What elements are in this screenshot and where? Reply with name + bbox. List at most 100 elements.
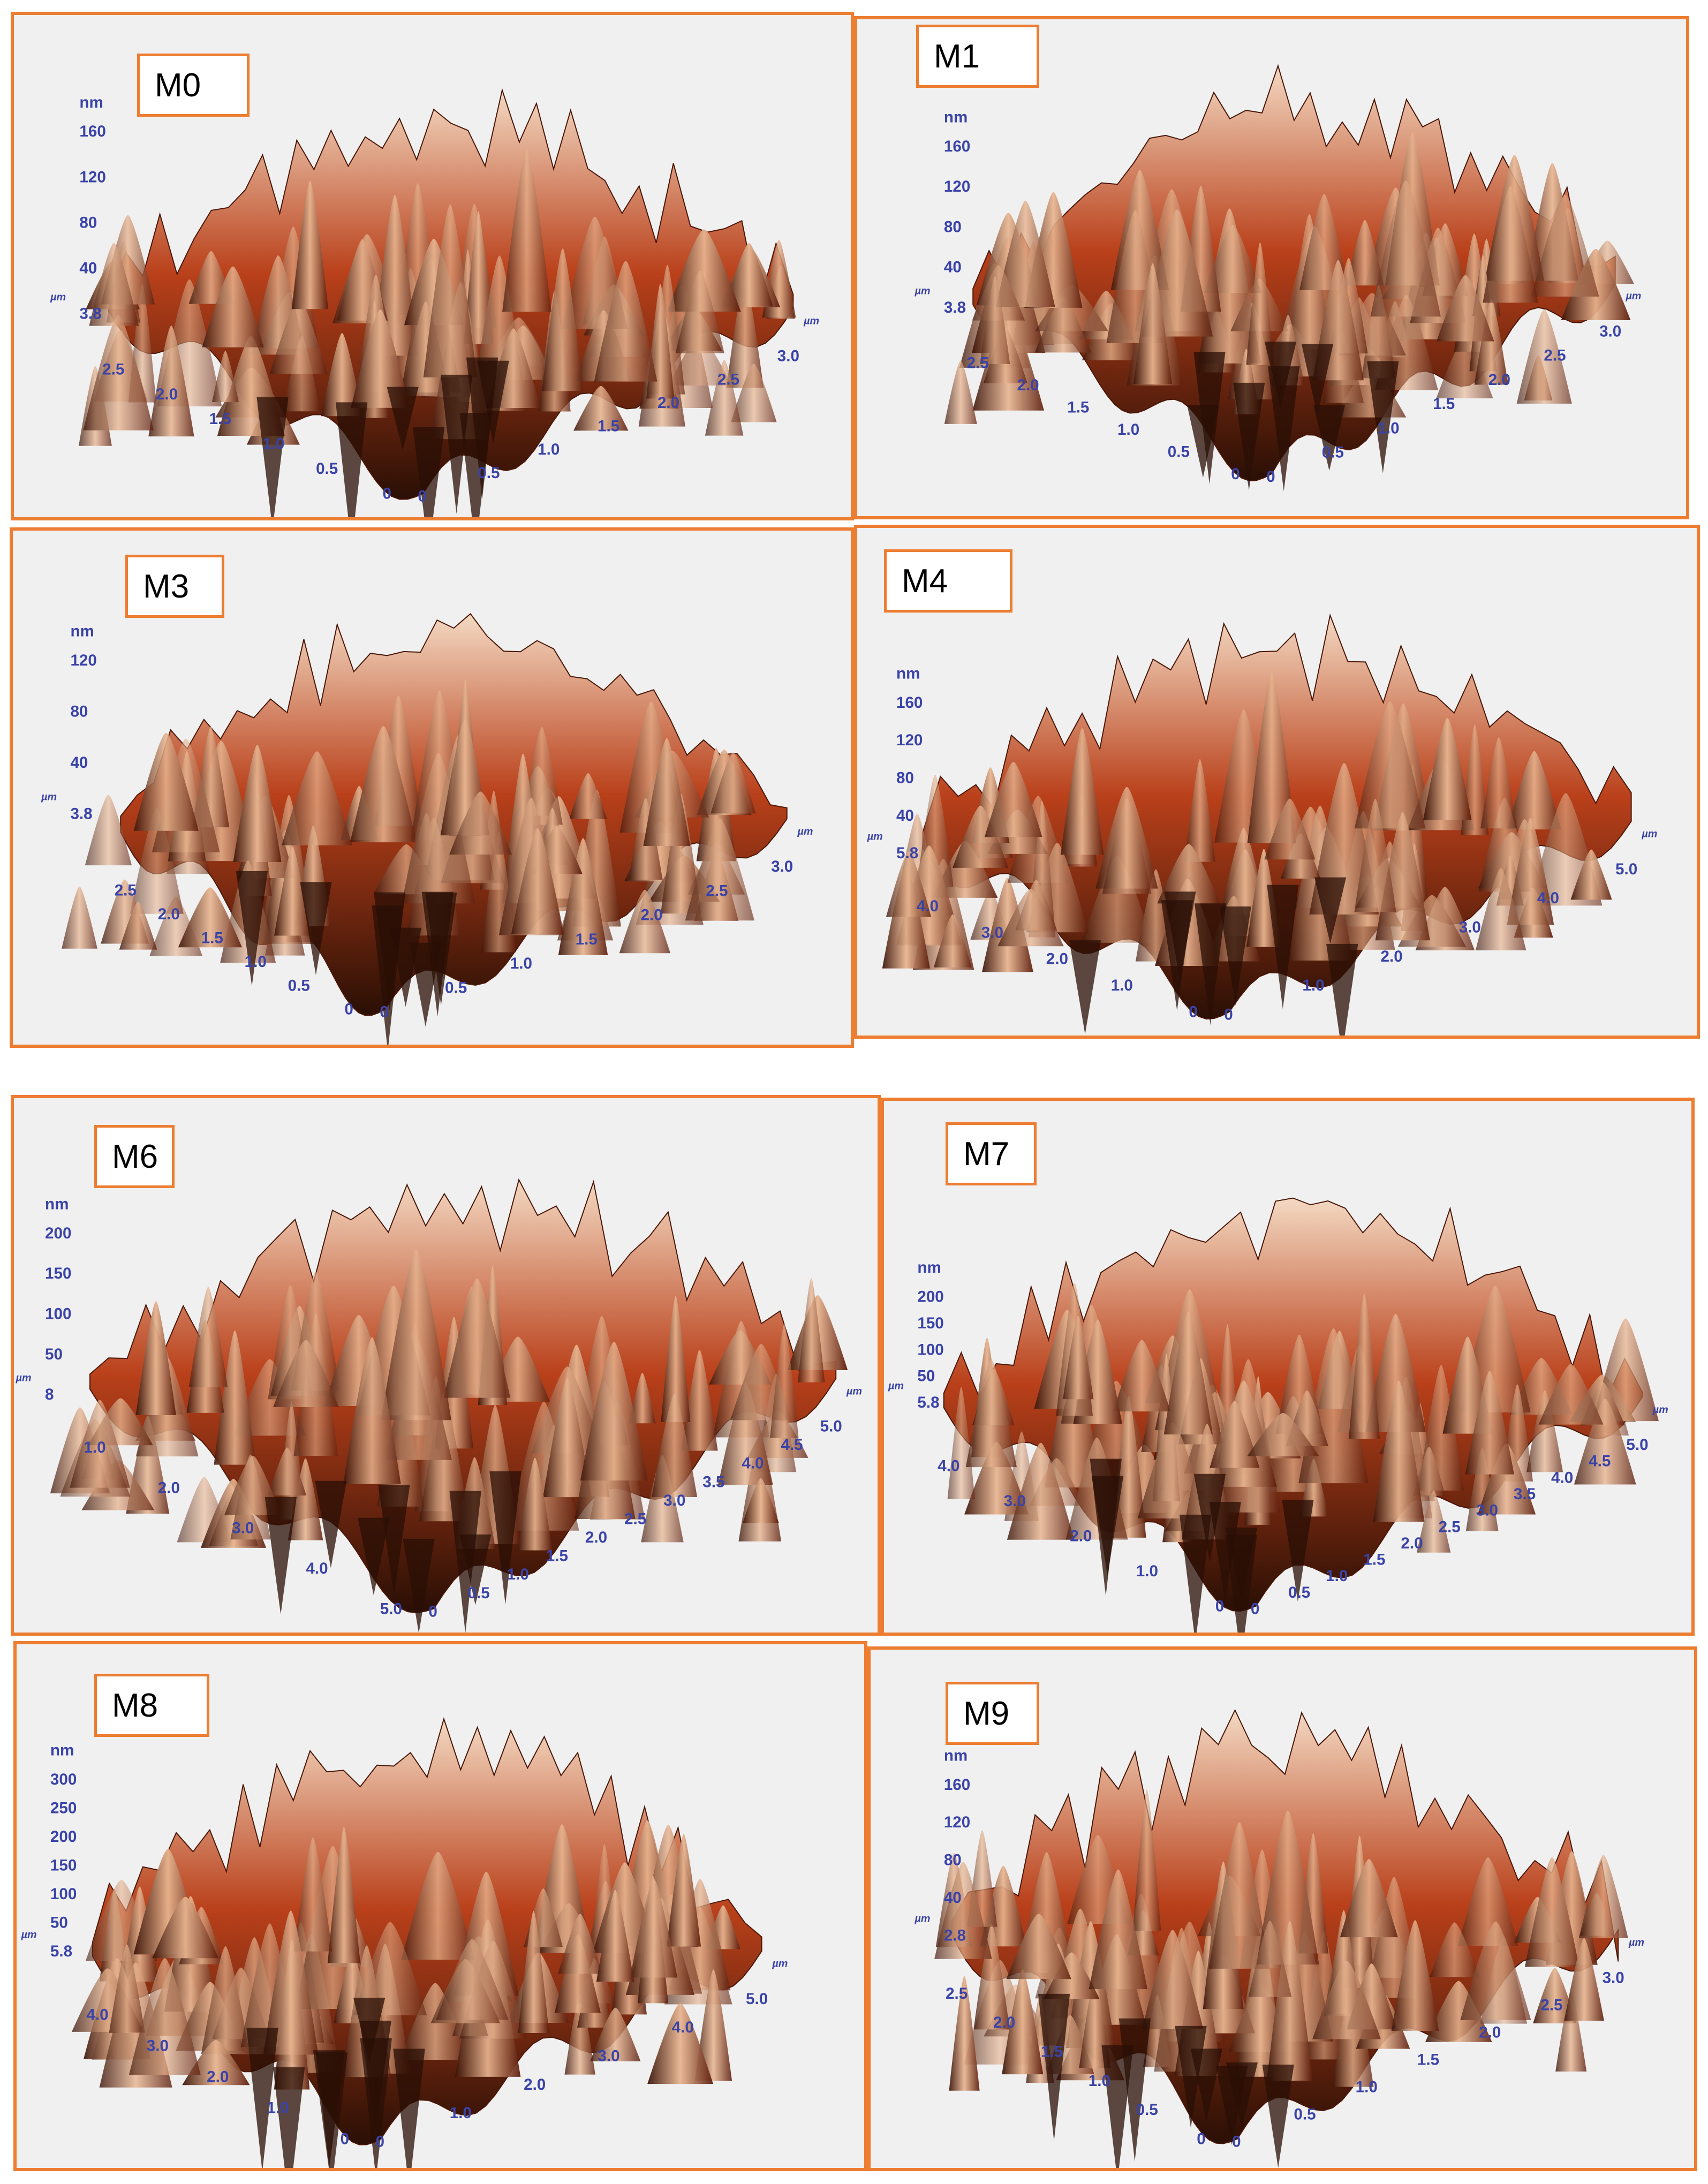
y-tick-label: 1.0 [507, 1566, 529, 1583]
x-tick-label: 0.5 [1168, 443, 1190, 460]
y-tick-label: 1.0 [510, 955, 532, 972]
surface-peak [953, 805, 1009, 868]
z-unit-label: nm [944, 109, 968, 126]
afm-surface [50, 1178, 848, 1633]
y-tick-label: 0.5 [1322, 444, 1344, 462]
axis-labels: nm 160 120 80 40 3.8 µm 2.5 2.0 1.5 1.0 0.5 0 0 0.5 1.0… [915, 109, 1642, 486]
surface-peak [660, 794, 701, 914]
afm-surface [934, 1709, 1628, 2168]
y-tick-label: 2.5 [624, 1510, 646, 1528]
x-tick-label: 0 [383, 485, 391, 502]
surface-valley [1219, 906, 1251, 1006]
surface-peak [1081, 856, 1153, 943]
x-tick-label: 0 [341, 2130, 349, 2148]
x-tick-label: 2.0 [158, 1479, 180, 1497]
x-tick-label: 1.0 [1111, 977, 1133, 994]
surface-peak [133, 732, 199, 831]
surface-valley [264, 1497, 297, 1615]
x-tick-label: 1.0 [262, 435, 284, 453]
z-tick-label: 120 [70, 652, 96, 669]
y-tick-label: 0.5 [445, 979, 467, 996]
lateral-unit-label: µm [846, 1385, 862, 1397]
surface-peak [1480, 737, 1517, 829]
surface-valley [1225, 1535, 1257, 1633]
z-tick-label: 8 [45, 1386, 54, 1403]
z-tick-label: 80 [896, 769, 914, 787]
z-tick-label: 50 [917, 1367, 935, 1385]
surface-valley [256, 397, 289, 517]
z-tick-label: 200 [45, 1225, 71, 1242]
surface-valley [236, 871, 268, 986]
afm-surface-plot: nm 200 150 100 50 5.8 µm 4.0 3.0 2.0 1.0 0 0 0.5 1.0 1.… [888, 1197, 1668, 1633]
surface-valley [353, 1998, 386, 2064]
z-tick-label: 3.8 [944, 299, 966, 316]
x-tick-label: 3.0 [1004, 1492, 1026, 1510]
y-tick-label: 0 [1251, 1600, 1259, 1618]
z-tick-label: 250 [50, 1799, 77, 1817]
surface-peak [1417, 1490, 1451, 1553]
surface-peak [1413, 1446, 1446, 1496]
surface-peak [1246, 242, 1274, 365]
x-tick-label: 2.5 [115, 881, 137, 899]
surface-peak [1391, 1920, 1439, 2031]
surface-peak [1425, 1981, 1492, 2042]
y-tick-label: 3.0 [663, 1492, 685, 1509]
lateral-unit-label: µm [41, 791, 57, 803]
surface-peak [543, 1378, 592, 1498]
surface-peak [511, 828, 564, 934]
x-tick-label: 2.5 [946, 1985, 968, 2002]
sample-label: M4 [884, 549, 1012, 613]
axis-labels: nm 120 80 40 3.8 µm 2.5 2.0 1.5 1.0 0.5 0 0 0.5 1.0 1.5… [41, 623, 813, 1021]
surface-peak [1340, 1859, 1398, 1938]
surface-peak [995, 200, 1055, 307]
surface-peak [997, 889, 1064, 947]
z-tick-label: 150 [45, 1265, 71, 1282]
afm-panel-m3: M3 nm 120 80 40 3.8 µm 2.5 2.0 1.5 1.0 0.5 0 0 0.5 1.0… [10, 527, 854, 1048]
z-tick-label: 40 [944, 259, 962, 276]
y-tick-label: 4.0 [742, 1455, 764, 1472]
z-tick-label: 120 [896, 731, 923, 749]
surface-valley [421, 891, 454, 1017]
z-tick-label: 120 [944, 178, 970, 195]
lateral-unit-label: µm [16, 1372, 32, 1384]
x-tick-label: 0 [1215, 1597, 1224, 1615]
surface-peak [1132, 1789, 1161, 1931]
y-tick-label: 2.0 [1488, 371, 1510, 389]
surface-valley [335, 402, 368, 517]
surface-peak [502, 149, 551, 312]
surface-peak [436, 1939, 509, 2020]
y-tick-label: 1.0 [1326, 1567, 1348, 1585]
y-tick-label: 4.0 [1537, 889, 1559, 907]
surface-peak [1460, 1921, 1531, 2021]
x-tick-label: 1.0 [1089, 2072, 1110, 2090]
surface-peak [724, 243, 773, 307]
afm-panel-m7: M7 nm 200 150 100 50 5.8 µm 4.0 3.0 2.0 1.0 0 0 0.5 1.… [881, 1098, 1695, 1636]
x-tick-label: 2.0 [156, 386, 178, 403]
surface-peak [1142, 1930, 1204, 2029]
surface-peak [1538, 1364, 1604, 1425]
y-tick-label: 0.5 [478, 464, 500, 482]
surface-peak [89, 243, 139, 326]
lateral-unit-label: µm [21, 1929, 37, 1940]
lateral-unit-label: µm [888, 1380, 904, 1392]
axis-labels: nm 300 250 200 150 100 50 5.8 µm 4.0 3.0 2.0 1.0 0 0 1.… [21, 1741, 788, 2150]
x-tick-label: 3.0 [147, 2037, 169, 2054]
surface-peak [558, 838, 608, 955]
surface-valley [1209, 1501, 1241, 1602]
y-tick-label: 2.5 [1439, 1518, 1461, 1536]
x-tick-label: 0 [1189, 1003, 1197, 1021]
surface-valley [374, 892, 406, 1011]
sample-label: M0 [137, 54, 250, 117]
surface-peak [619, 889, 671, 954]
z-tick-label: 200 [50, 1828, 77, 1846]
surface-peak [1043, 1952, 1100, 2000]
surface-peak [1312, 1961, 1381, 2039]
surface-valley [403, 1539, 435, 1633]
surface-peak [214, 1330, 256, 1465]
surface-peak [596, 1890, 634, 1982]
surface-peak [1060, 728, 1104, 855]
surface-peak [1465, 1371, 1514, 1475]
x-tick-label: 1.5 [1041, 2043, 1063, 2061]
z-tick-label: 120 [944, 1813, 970, 1831]
axis-labels: nm 160 120 80 40 3.8 µm 2.5 2.0 1.5 1.0 0.5 0 0 0.5 1.0… [50, 94, 819, 505]
